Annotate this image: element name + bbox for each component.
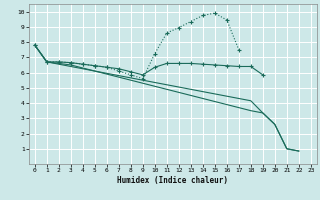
X-axis label: Humidex (Indice chaleur): Humidex (Indice chaleur)	[117, 176, 228, 185]
